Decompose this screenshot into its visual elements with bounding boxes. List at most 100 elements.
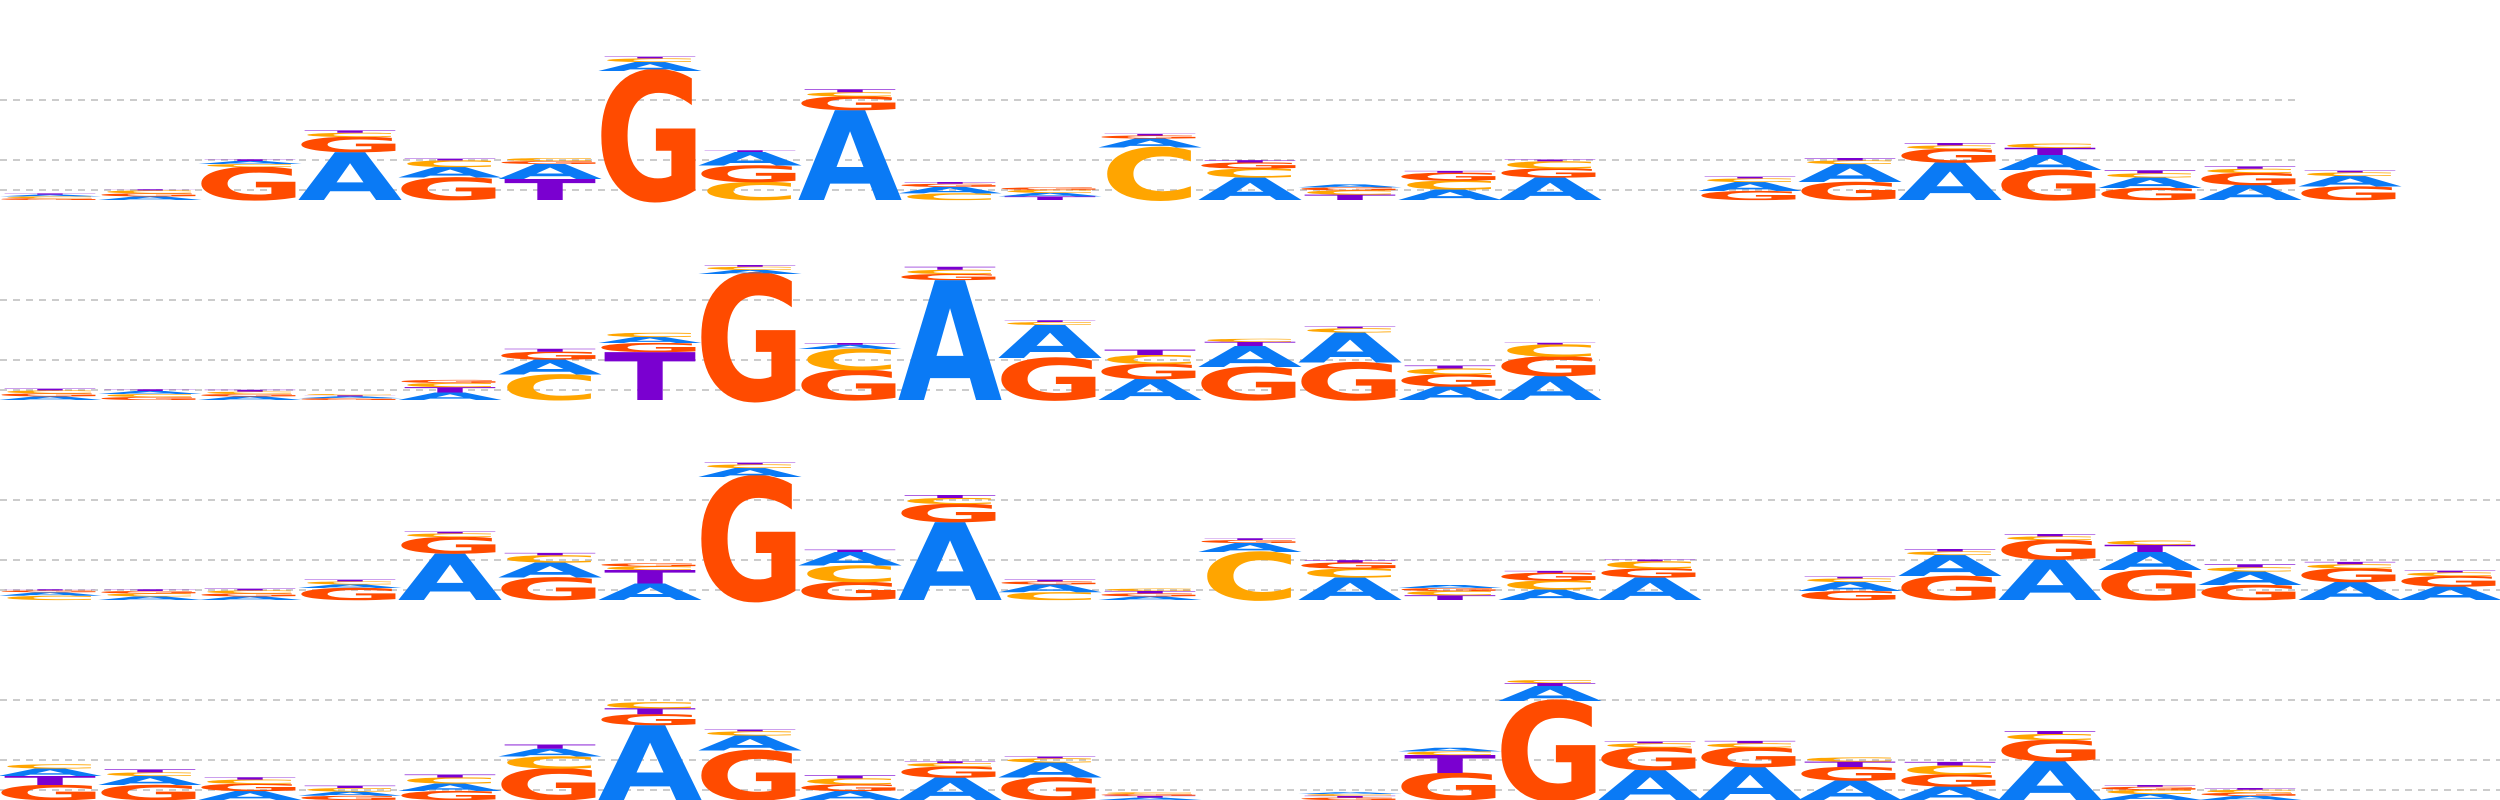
logo-letter-A: A [1498, 682, 1603, 706]
logo-letter-A: A [98, 774, 202, 788]
logo-letter-C: C [1200, 166, 1299, 180]
logo-letter-T: T [504, 348, 596, 353]
logo-letter-A: A [798, 344, 903, 351]
logo-letter-A: A [98, 595, 203, 601]
logo-letter-C: C [900, 192, 999, 203]
logo-letter-T: T [1204, 538, 1296, 541]
logo-letter-C: C [300, 132, 399, 139]
logo-letter-G: G [595, 711, 706, 728]
logo-letter-A: A [1298, 572, 1403, 608]
logo-letter-C: C [1400, 590, 1499, 597]
logo-letter-C: C [1400, 750, 1499, 756]
logo-letter-G: G [2195, 792, 2306, 797]
logo-letter-T: T [1104, 590, 1196, 594]
logo-letter-T: T [1404, 594, 1496, 602]
logo-letter-A: A [1698, 758, 1803, 800]
logo-letter-T: T [904, 182, 996, 185]
logo-letter-C: C [1900, 550, 1999, 556]
logo-letter-C: C [1500, 578, 1599, 592]
logo-letter-G: G [95, 590, 206, 594]
logo-letter-C: C [2100, 539, 2199, 546]
logo-letter-T: T [1604, 741, 1696, 744]
logo-letter-C: C [1300, 189, 1399, 196]
logo-letter-A: A [2298, 577, 2402, 606]
logo-letter-T: T [104, 389, 196, 392]
logo-letter-G: G [1395, 766, 1506, 800]
logo-letter-A: A [798, 87, 902, 230]
logo-letter-C: C [1700, 177, 1799, 183]
logo-letter-T: T [1804, 157, 1896, 161]
logo-letter-T: T [504, 552, 596, 556]
logo-letter-C: C [1100, 134, 1199, 218]
logo-letter-T: T [2304, 561, 2396, 565]
logo-letter-G: G [795, 362, 906, 410]
logo-letter-G: G [1995, 734, 2106, 768]
logo-letter-T: T [204, 588, 296, 591]
logo-letter-C: C [2100, 789, 2199, 796]
logo-letter-T: T [704, 265, 796, 268]
logo-letter-G: G [1495, 674, 1606, 800]
logo-letter-C: C [2100, 172, 2199, 179]
logo-letter-G: G [1395, 587, 1506, 592]
logo-letter-C: C [1100, 353, 1199, 367]
logo-letter-T: T [204, 777, 296, 781]
logo-letter-A: A [398, 781, 502, 793]
logo-letter-C: C [400, 776, 499, 786]
logo-letter-T: T [104, 769, 196, 774]
logo-letter-G: G [1295, 797, 1406, 800]
logo-letter-C: C [500, 368, 599, 409]
logo-letter-A: A [1898, 783, 2003, 800]
logo-letter-A: A [698, 731, 803, 755]
logo-letter-C: C [300, 581, 399, 586]
logo-letter-C: C [900, 496, 999, 506]
logo-letter-A: A [0, 591, 102, 597]
logo-letter-T: T [404, 158, 496, 161]
logo-letter-A: A [1598, 762, 1702, 800]
logo-letter-A: A [2198, 568, 2303, 589]
logo-letter-C: C [700, 177, 799, 206]
logo-letter-A: A [1298, 324, 1402, 372]
logo-letter-G: G [2395, 573, 2500, 590]
logo-letter-A: A [798, 548, 903, 569]
logo-letter-A: A [1598, 572, 1703, 608]
logo-letter-G: G [2195, 170, 2306, 189]
logo-letter-A: A [198, 595, 303, 601]
logo-letter-C: C [200, 590, 299, 595]
logo-letter-T: T [2104, 543, 2196, 555]
logo-letter-C: C [1000, 321, 1099, 326]
logo-letter-G: G [995, 187, 1106, 191]
logo-letter-A: A [1898, 549, 2003, 583]
logo-letter-G: G [0, 198, 105, 201]
logo-letter-T: T [4, 193, 96, 195]
logo-letter-A: A [1498, 587, 1602, 604]
logo-letter-G: G [1795, 177, 1906, 206]
logo-letter-G: G [95, 193, 206, 198]
logo-letter-G: G [1495, 166, 1606, 180]
logo-letter-C: C [800, 561, 899, 587]
logo-letter-C: C [1300, 327, 1399, 334]
logo-letter-T: T [604, 707, 696, 717]
logo-letter-C: C [500, 157, 599, 162]
logo-letter-A: A [998, 758, 1103, 782]
logo-letter-T: T [604, 56, 696, 59]
logo-letter-A: A [1998, 151, 2103, 175]
logo-letter-C: C [2300, 563, 2399, 570]
logo-letter-T: T [204, 389, 296, 392]
logo-letter-A: A [2298, 173, 2402, 190]
logo-letter-C: C [1000, 590, 1099, 602]
logo-letter-G: G [895, 499, 1006, 528]
logo-letter-A: A [1098, 595, 1203, 601]
logo-letter-G: G [395, 789, 506, 800]
logo-letter-T: T [104, 189, 196, 191]
logo-letter-G: G [95, 396, 206, 401]
logo-letter-G: G [1395, 371, 1506, 390]
logo-letter-A: A [698, 269, 803, 276]
logo-letter-A: A [98, 195, 203, 201]
logo-letter-G: G [1795, 763, 1906, 784]
logo-letter-T: T [4, 589, 96, 591]
logo-letter-A: A [398, 541, 503, 615]
logo-letter-C: C [100, 771, 199, 777]
logo-letter-G: G [395, 532, 506, 558]
logo-letter-C: C [900, 269, 999, 276]
